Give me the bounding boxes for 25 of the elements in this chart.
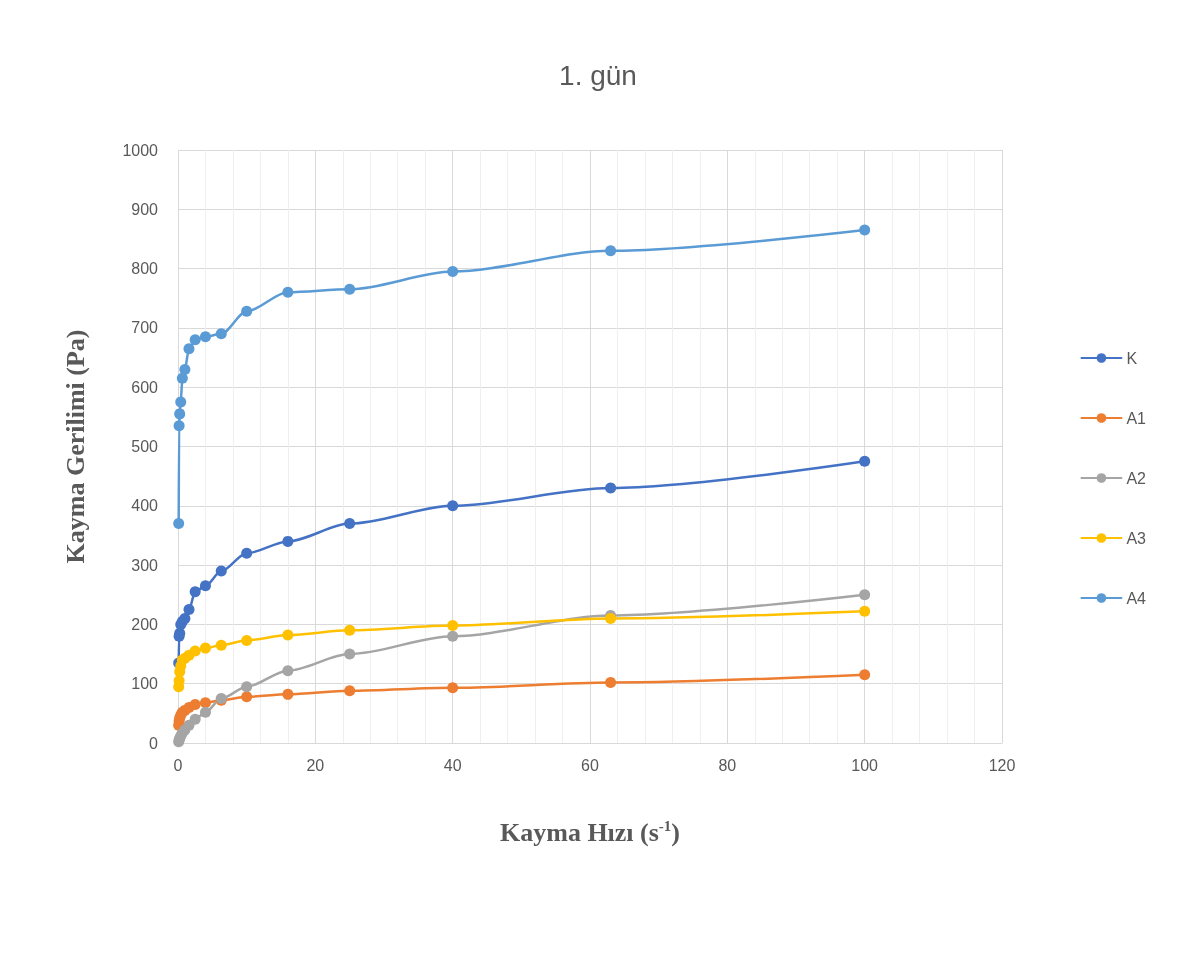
x-tick-label: 0	[173, 756, 183, 774]
x-tick-label: 100	[851, 756, 879, 774]
y-tick-label: 900	[131, 200, 159, 218]
y-tick-label: 500	[131, 438, 159, 455]
y-tick-label: 200	[131, 615, 159, 633]
y-tick-label: 700	[131, 319, 159, 337]
legend-label: A4	[1126, 589, 1147, 607]
y-tick-label: 300	[131, 556, 159, 574]
chart-title: 1. gün	[559, 59, 637, 91]
legend-label: A2	[1126, 469, 1147, 487]
y-tick-label: 800	[131, 260, 159, 278]
legend-label: K	[1126, 349, 1138, 367]
y-tick-label: 0	[149, 734, 159, 752]
x-tick-label: 40	[443, 756, 462, 774]
y-axis-title: Kayma Gerilimi (Pa)	[60, 329, 90, 564]
x-tick-label: 80	[718, 756, 737, 774]
legend-label: A3	[1126, 529, 1147, 547]
y-tick-label: 1000	[122, 141, 159, 159]
y-tick-label: 400	[131, 497, 159, 515]
x-tick-label: 20	[306, 756, 325, 774]
x-tick-label: 120	[988, 756, 1016, 774]
x-tick-label: 60	[581, 756, 599, 774]
y-tick-label: 600	[131, 378, 159, 396]
legend-label: A1	[1126, 409, 1147, 427]
y-tick-label: 100	[131, 675, 159, 693]
